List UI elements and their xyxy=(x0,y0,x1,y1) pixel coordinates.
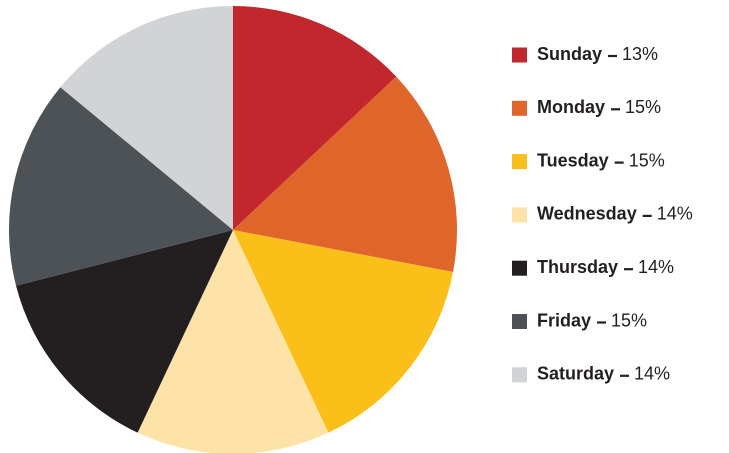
legend-value: 15% xyxy=(625,97,661,117)
pie-slice xyxy=(233,6,397,230)
pie-slice xyxy=(8,87,233,286)
legend-label: Thursday xyxy=(537,257,618,277)
legend-value: 14% xyxy=(657,204,693,224)
legend-label: Tuesday xyxy=(537,150,609,170)
legend-label: Friday xyxy=(537,310,591,330)
pie-slice xyxy=(137,230,329,453)
pie-slice xyxy=(233,76,457,272)
legend-swatch xyxy=(512,47,527,63)
pie-slice xyxy=(233,230,454,433)
legend-swatch xyxy=(512,367,527,383)
legend-label: Monday xyxy=(537,97,605,117)
pie-slice xyxy=(16,230,234,433)
legend-swatch xyxy=(512,207,527,223)
pie-slice xyxy=(60,6,234,230)
legend-value: 15% xyxy=(611,310,647,330)
legend-value: 14% xyxy=(638,257,674,277)
legend-value: 13% xyxy=(622,44,658,64)
legend-swatch xyxy=(512,260,527,276)
legend-swatch xyxy=(512,314,527,329)
legend-swatch xyxy=(512,100,527,116)
legend-label: Saturday xyxy=(537,364,614,384)
legend-value: 15% xyxy=(629,150,665,170)
legend-swatch xyxy=(512,154,527,170)
legend-label: Wednesday xyxy=(537,204,637,224)
legend-value: 14% xyxy=(634,364,670,384)
legend-label: Sunday xyxy=(537,44,602,64)
